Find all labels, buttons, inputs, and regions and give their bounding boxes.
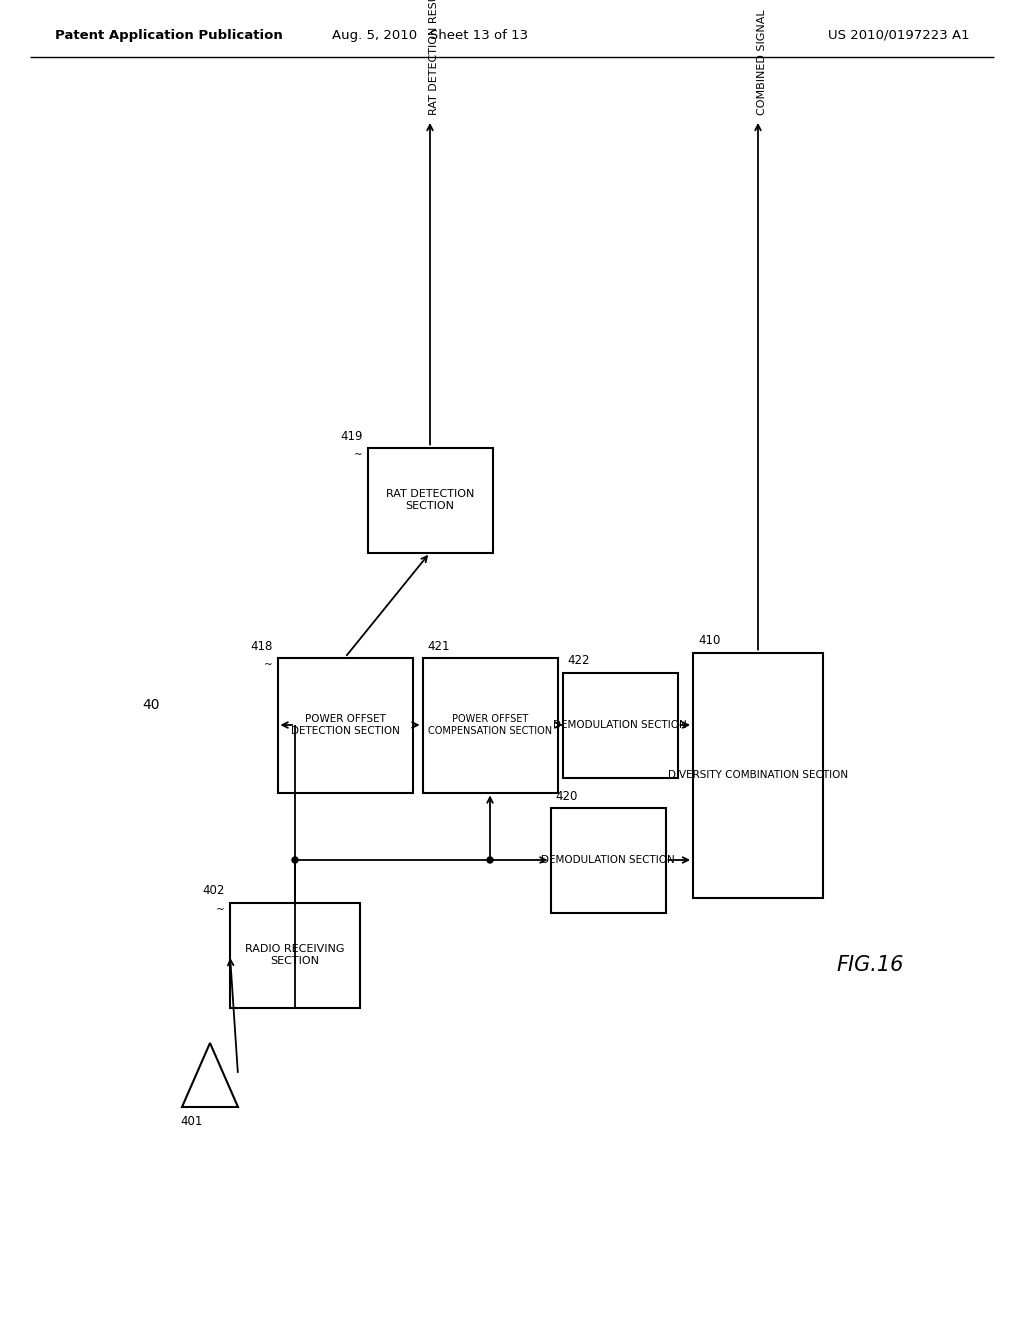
Text: FIG.16: FIG.16 bbox=[837, 954, 904, 975]
Text: ~: ~ bbox=[264, 660, 272, 669]
Bar bbox=[562, 672, 678, 777]
Text: 421: 421 bbox=[427, 639, 450, 652]
Text: DIVERSITY COMBINATION SECTION: DIVERSITY COMBINATION SECTION bbox=[668, 770, 848, 780]
Text: 420: 420 bbox=[555, 789, 578, 803]
Text: DEMODULATION SECTION: DEMODULATION SECTION bbox=[553, 719, 687, 730]
Bar bbox=[368, 447, 493, 553]
Bar bbox=[278, 657, 413, 792]
Bar bbox=[230, 903, 360, 1007]
Text: DEMODULATION SECTION: DEMODULATION SECTION bbox=[541, 855, 675, 865]
Text: 410: 410 bbox=[698, 635, 720, 648]
Text: 402: 402 bbox=[203, 884, 225, 898]
Circle shape bbox=[487, 857, 493, 863]
Text: RAT DETECTION RESULT: RAT DETECTION RESULT bbox=[429, 0, 439, 115]
Text: 422: 422 bbox=[567, 655, 590, 668]
Text: 418: 418 bbox=[250, 639, 272, 652]
Text: RAT DETECTION
SECTION: RAT DETECTION SECTION bbox=[386, 488, 474, 511]
Text: 401: 401 bbox=[180, 1115, 203, 1129]
Bar bbox=[551, 808, 666, 912]
Circle shape bbox=[292, 857, 298, 863]
Text: RADIO RECEIVING
SECTION: RADIO RECEIVING SECTION bbox=[246, 944, 345, 966]
Text: 40: 40 bbox=[142, 698, 160, 711]
Text: ~: ~ bbox=[216, 904, 225, 915]
Text: Aug. 5, 2010   Sheet 13 of 13: Aug. 5, 2010 Sheet 13 of 13 bbox=[332, 29, 528, 41]
Text: 419: 419 bbox=[340, 429, 362, 442]
Text: Patent Application Publication: Patent Application Publication bbox=[55, 29, 283, 41]
Text: ~: ~ bbox=[353, 450, 362, 459]
Text: COMBINED SIGNAL: COMBINED SIGNAL bbox=[757, 9, 767, 115]
Bar bbox=[423, 657, 557, 792]
Bar bbox=[693, 652, 823, 898]
Text: US 2010/0197223 A1: US 2010/0197223 A1 bbox=[828, 29, 970, 41]
Text: POWER OFFSET
COMPENSATION SECTION: POWER OFFSET COMPENSATION SECTION bbox=[428, 714, 552, 737]
Text: POWER OFFSET
DETECTION SECTION: POWER OFFSET DETECTION SECTION bbox=[291, 714, 399, 737]
